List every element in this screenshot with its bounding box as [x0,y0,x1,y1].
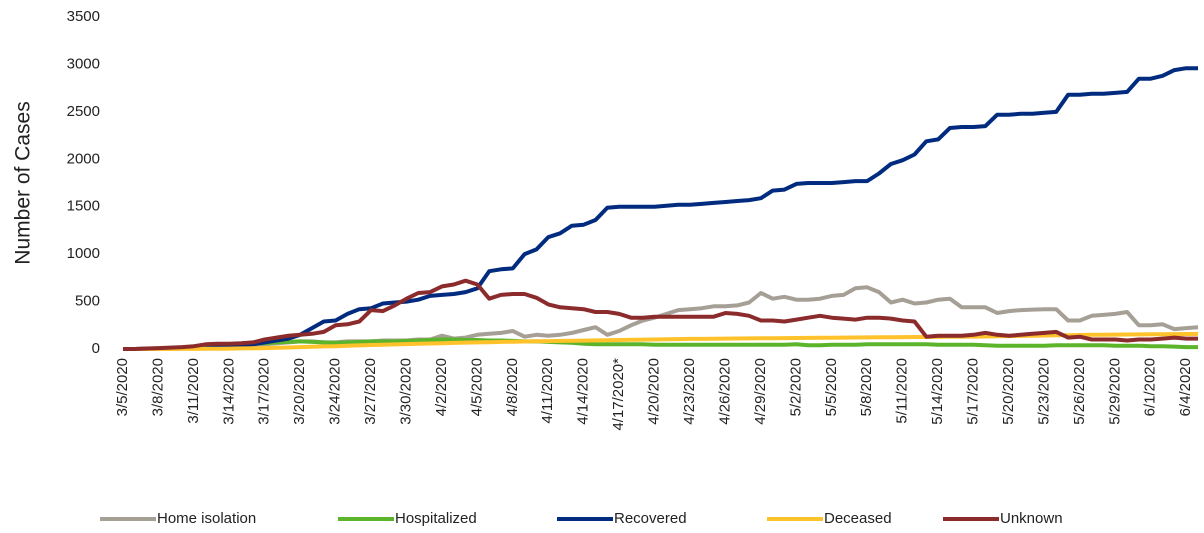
x-tick-label: 3/5/2020 [114,358,131,416]
x-tick-label: 5/23/2020 [1035,358,1052,425]
x-tick-label: 5/29/2020 [1106,358,1123,425]
x-tick-label: 3/20/2020 [291,358,308,425]
x-tick-label: 6/1/2020 [1142,358,1159,416]
legend-label: Deceased [824,510,892,527]
x-tick-label: 3/17/2020 [256,358,273,425]
x-tick-label: 4/20/2020 [646,358,663,425]
y-tick-label: 2000 [67,150,100,167]
x-tick-label: 5/14/2020 [929,358,946,425]
x-tick-label: 3/30/2020 [397,358,414,425]
y-tick-label: 500 [75,293,100,310]
x-tick-label: 3/14/2020 [220,358,237,425]
y-tick-label: 3500 [67,8,100,25]
x-tick-label: 5/5/2020 [823,358,840,416]
x-tick-label: 6/4/2020 [1177,358,1194,416]
x-tick-label: 4/17/2020* [610,358,627,431]
y-tick-label: 2500 [67,103,100,120]
x-tick-label: 5/2/2020 [787,358,804,416]
legend-label: Home isolation [157,510,256,527]
legend-label: Unknown [1000,510,1063,527]
series-line [123,278,1198,351]
x-tick-label: 4/2/2020 [433,358,450,416]
legend-label: Hospitalized [395,510,477,527]
x-tick-label: 5/26/2020 [1071,358,1088,425]
x-tick-label: 4/14/2020 [575,358,592,425]
y-tick-label: 1000 [67,245,100,262]
x-tick-label: 4/5/2020 [468,358,485,416]
x-tick-label: 4/8/2020 [504,358,521,416]
x-tick-label: 5/11/2020 [894,358,911,424]
x-tick-label: 5/20/2020 [1000,358,1017,425]
x-tick-label: 4/11/2020 [539,358,556,424]
y-tick-label: 1500 [67,198,100,215]
x-tick-label: 3/11/2020 [185,358,202,424]
y-axis-title: Number of Cases [12,101,35,264]
x-tick-label: 4/23/2020 [681,358,698,425]
series-line [123,337,1198,351]
x-tick-label: 3/24/2020 [327,358,344,425]
x-tick-label: 3/27/2020 [362,358,379,425]
series-line [123,66,1198,351]
x-tick-label: 5/8/2020 [858,358,875,416]
x-tick-label: 4/29/2020 [752,358,769,425]
y-tick-label: 0 [92,340,100,357]
y-tick-label: 3000 [67,55,100,72]
legend-label: Recovered [614,510,687,527]
x-tick-label: 5/17/2020 [965,358,982,425]
x-tick-label: 3/8/2020 [149,358,166,416]
x-tick-label: 4/26/2020 [716,358,733,425]
